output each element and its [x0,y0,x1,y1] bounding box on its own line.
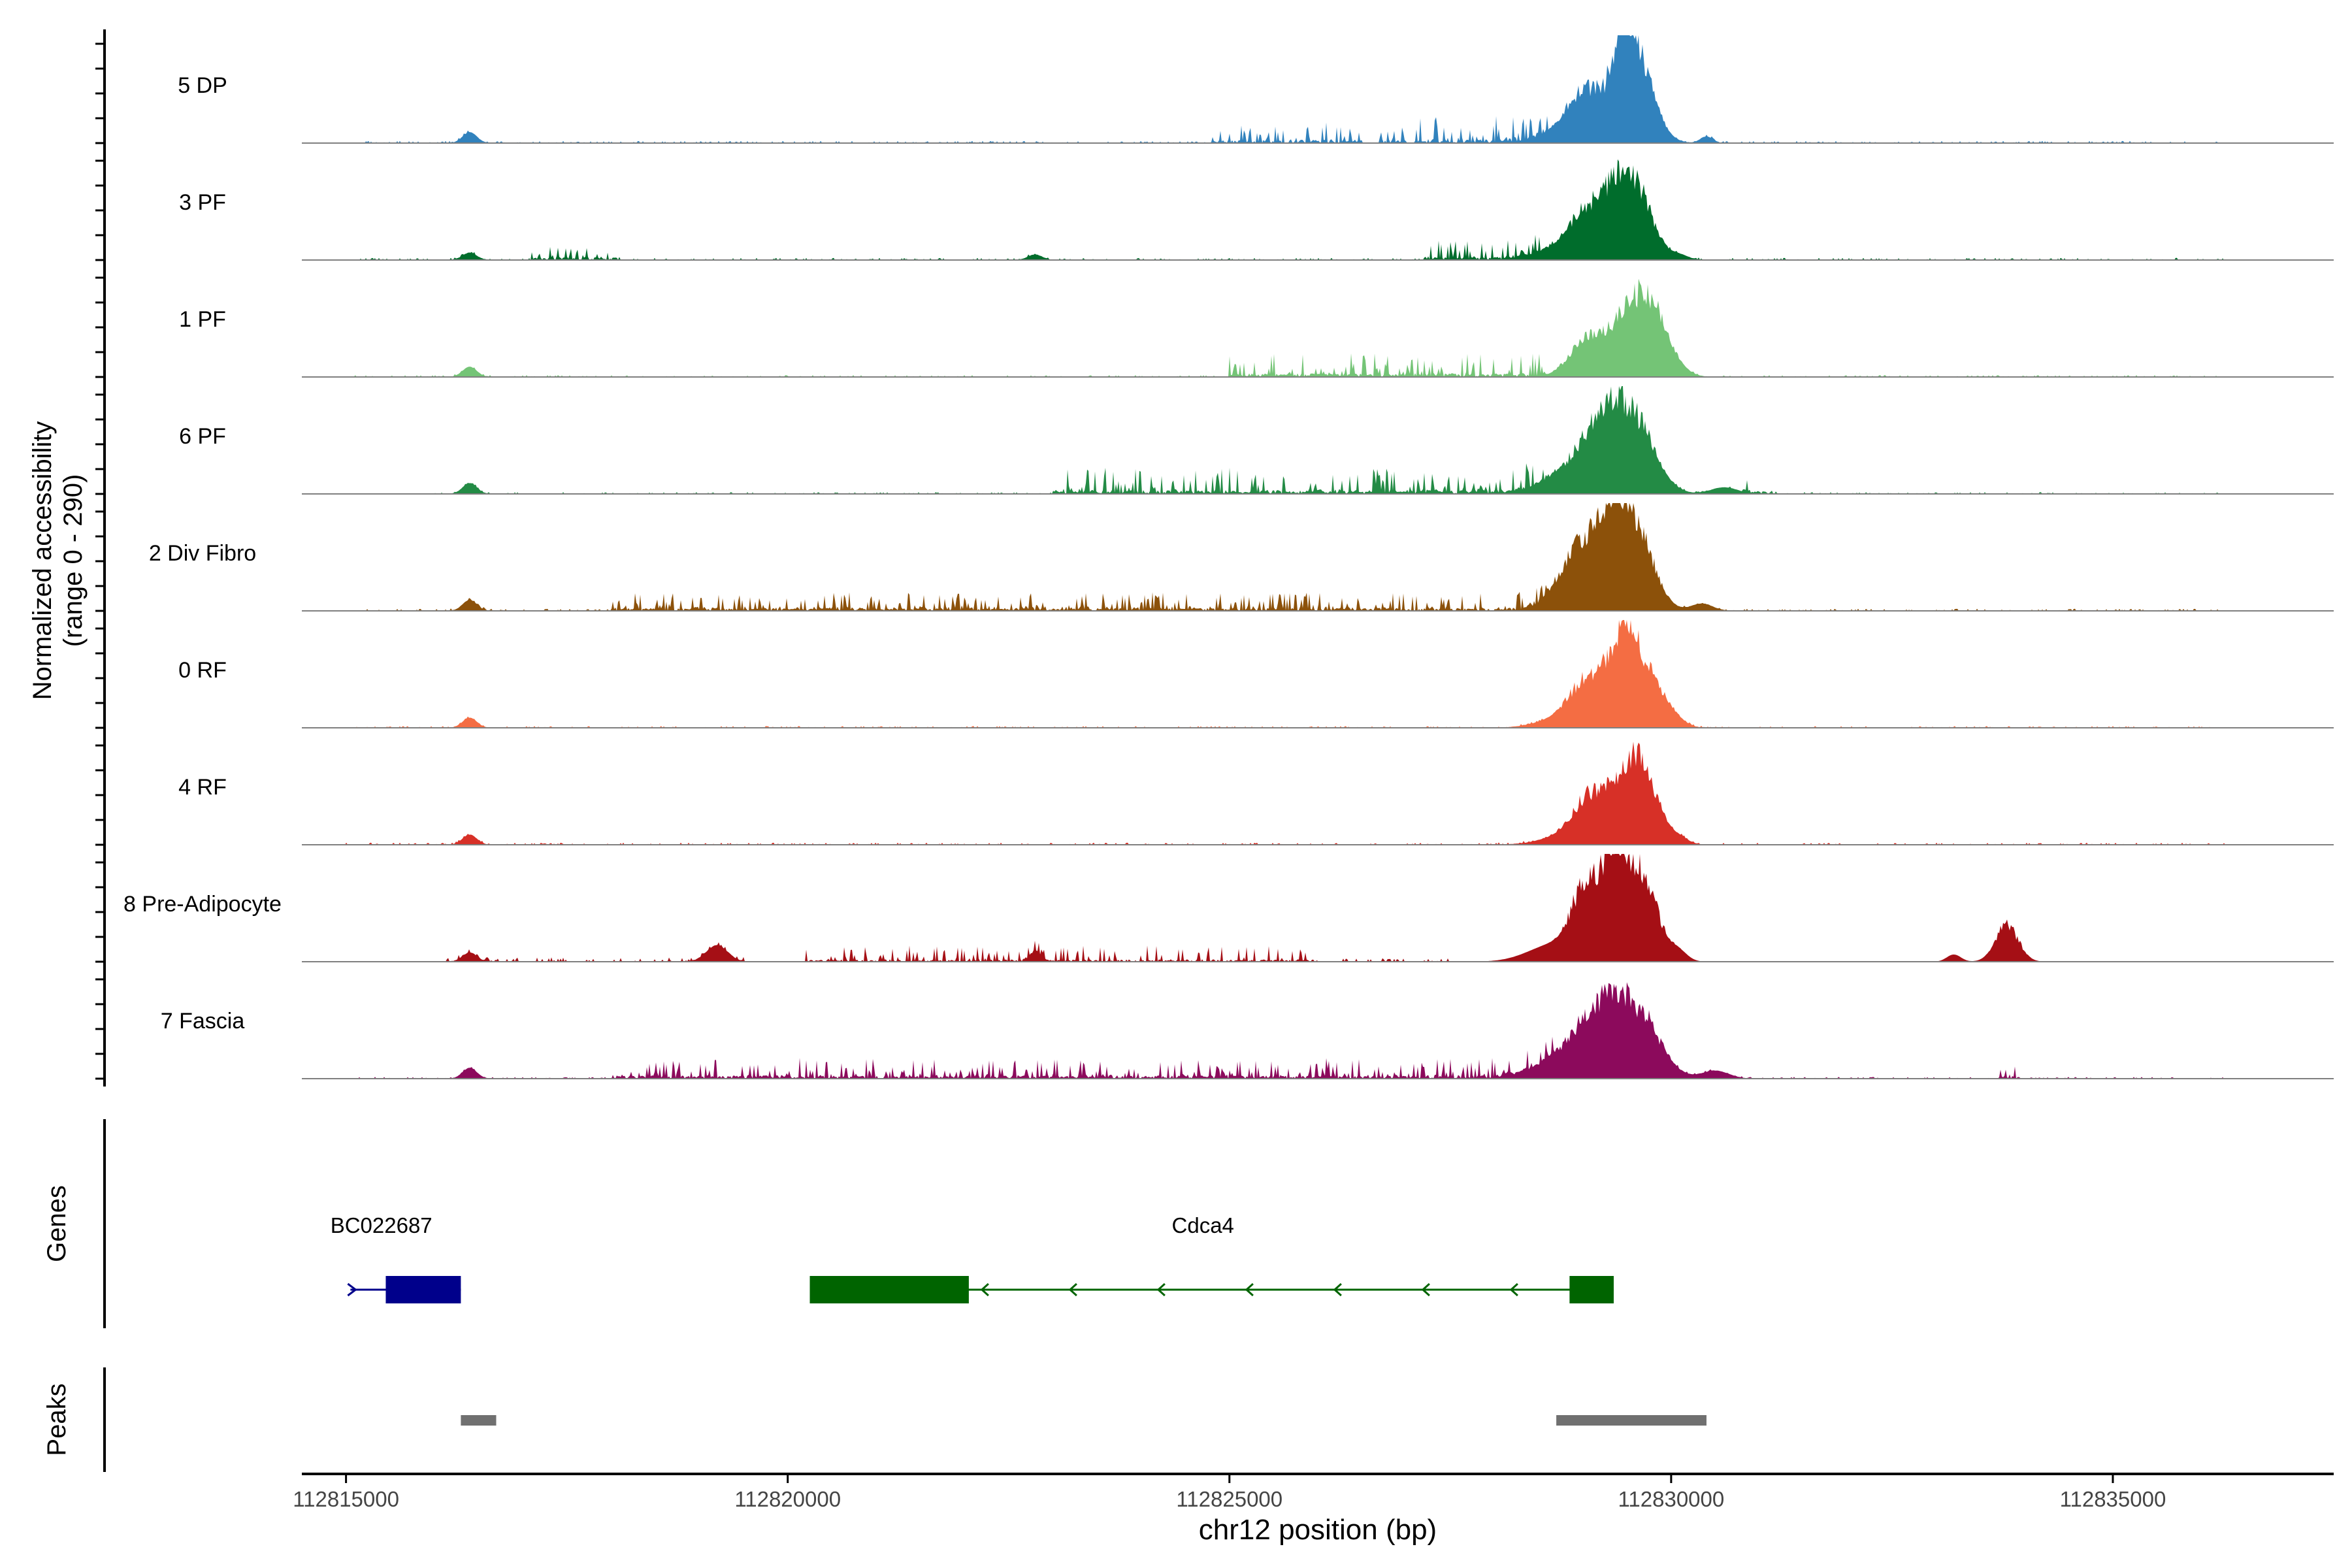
gene-exon [809,1276,969,1303]
x-tick-label: 112820000 [734,1487,841,1511]
coverage-track: 6 PF [179,386,2334,495]
coverage-track: 5 DP [178,35,2334,144]
track-label: 8 Pre-Adipocyte [123,892,282,917]
track-label: 7 Fascia [161,1009,245,1034]
coverage-track: 1 PF [179,278,2334,378]
coverage-y-axis [95,29,106,1086]
strand-arrow [1509,1282,1518,1297]
strand-arrow [347,1282,357,1297]
gene-model: Cdca4 [809,1213,1614,1303]
strand-arrow [1421,1282,1430,1297]
x-tick-label: 112825000 [1176,1487,1282,1511]
track-label: 0 RF [178,658,227,683]
coverage-track: 2 Div Fibro [149,503,2334,612]
y-axis-label-line2: (range 0 - 290) [59,474,88,647]
coverage-track: 0 RF [178,620,2334,728]
coverage-track: 4 RF [178,742,2334,845]
gene-exon [1569,1276,1614,1303]
genes-panel-label: Genes [42,1185,71,1262]
peaks-panel-label: Peaks [42,1383,71,1456]
coverage-track: 8 Pre-Adipocyte [123,854,2334,962]
gene-exon [385,1276,461,1303]
gene-name-label: Cdca4 [1172,1213,1234,1237]
track-label: 4 RF [178,775,227,800]
x-tick-label: 112815000 [293,1487,399,1511]
track-label: 1 PF [179,307,226,332]
coverage-track: 7 Fascia [161,982,2334,1079]
strand-arrow [1333,1282,1342,1297]
track-label: 5 DP [178,73,227,98]
strand-arrow [980,1282,989,1297]
y-axis-label-line1: Normalized accessibility [28,421,57,700]
gene-annotations: BC022687 Cdca4 [331,1213,1614,1303]
strand-arrow [1156,1282,1166,1297]
gene-name-label: BC022687 [331,1213,433,1237]
coverage-track: 3 PF [179,159,2334,261]
x-tick-label: 112835000 [2060,1487,2166,1511]
track-label: 6 PF [179,424,226,449]
track-label: 3 PF [179,190,226,215]
strand-arrow [1068,1282,1077,1297]
coverage-tracks: 5 DP 3 PF 1 PF 6 PF 2 Div Fibro 0 RF 4 RF 8 Pre… [123,35,2334,1079]
peak-regions [461,1415,1707,1426]
x-axis-title: chr12 position (bp) [1199,1514,1437,1546]
peak-region-bar [1556,1415,1707,1426]
strand-arrow [1245,1282,1254,1297]
track-label: 2 Div Fibro [149,541,256,566]
peak-region-bar [461,1415,497,1426]
gene-model: BC022687 [331,1213,461,1303]
x-axis-ticks: 112815000 112820000 112825000 112830000 1128… [293,1474,2166,1511]
x-tick-label: 112830000 [1618,1487,1725,1511]
